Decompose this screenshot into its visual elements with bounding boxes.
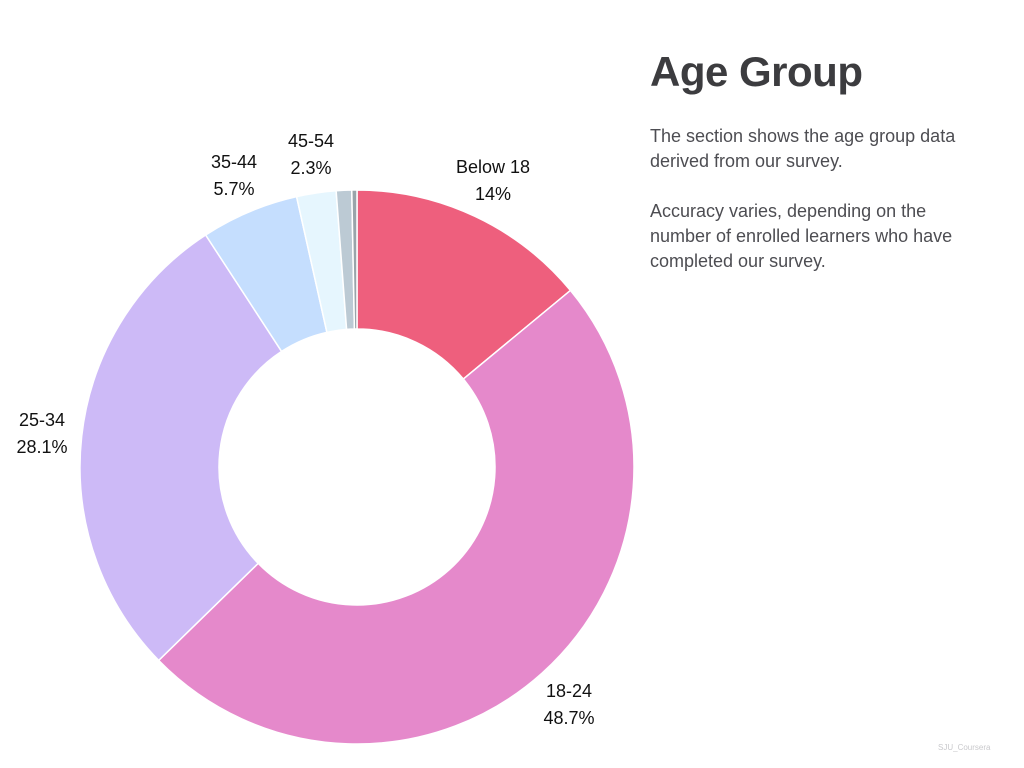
slice-value-below-18: 14% bbox=[475, 184, 511, 204]
info-panel: Age Group The section shows the age grou… bbox=[650, 48, 990, 299]
watermark: SJU_Coursera bbox=[938, 743, 991, 752]
slice-label-35-44: 35-44 bbox=[211, 152, 257, 172]
slice-value-45-54: 2.3% bbox=[290, 158, 331, 178]
description-survey: The section shows the age group data der… bbox=[650, 126, 956, 171]
slice-18-24 bbox=[157, 289, 635, 745]
slice-label-45-54: 45-54 bbox=[288, 131, 334, 151]
slice-below-18 bbox=[356, 189, 572, 381]
slice-value-18-24: 48.7% bbox=[543, 708, 594, 728]
slice-25-34 bbox=[79, 233, 283, 662]
slice-value-35-44: 5.7% bbox=[213, 179, 254, 199]
slice-value-25-34: 28.1% bbox=[16, 437, 67, 457]
slice-label-18-24: 18-24 bbox=[546, 681, 592, 701]
slice-label-below-18: Below 18 bbox=[456, 157, 530, 177]
age-group-donut-chart: Below 18 14% 18-24 48.7% 25-34 28.1% 35-44 5.7%… bbox=[16, 131, 635, 745]
description-accuracy: Accuracy varies, depending on the number… bbox=[650, 201, 953, 271]
slice-unlabeled-6 bbox=[351, 189, 358, 330]
page-title: Age Group bbox=[650, 48, 863, 95]
slice-label-25-34: 25-34 bbox=[19, 410, 65, 430]
